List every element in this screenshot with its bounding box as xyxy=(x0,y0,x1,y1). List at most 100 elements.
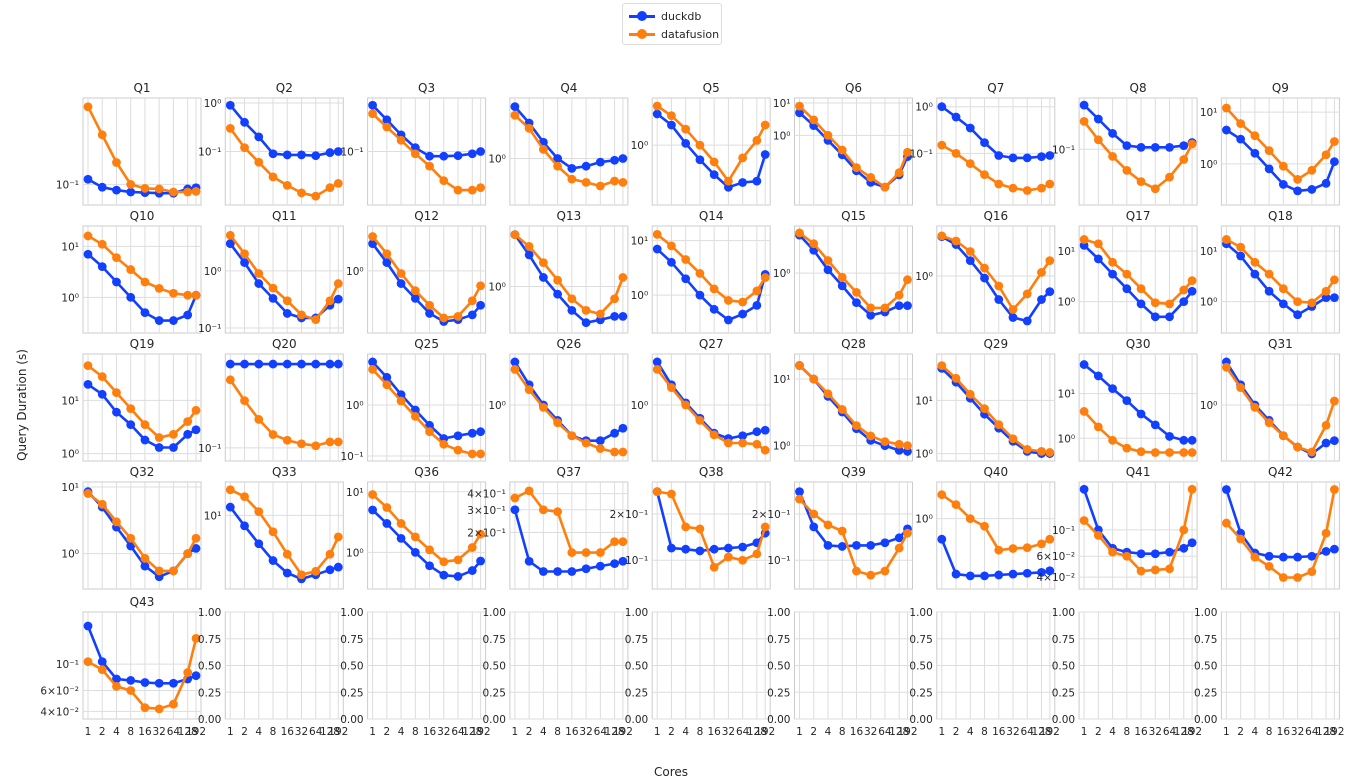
data-point-datafusion xyxy=(1307,567,1317,577)
y-tick-label: 1.00 xyxy=(909,607,932,619)
data-point-datafusion xyxy=(1045,448,1055,457)
data-point-datafusion xyxy=(1022,543,1032,553)
panel-title: Q18 xyxy=(1268,209,1293,223)
data-point-duckdb xyxy=(723,543,733,553)
data-point-duckdb xyxy=(425,151,434,161)
x-tick-label: 128 xyxy=(889,726,909,738)
data-point-duckdb xyxy=(1179,141,1189,150)
data-point-duckdb xyxy=(297,150,306,160)
data-point-datafusion xyxy=(333,178,343,188)
data-point-datafusion xyxy=(723,552,733,562)
data-point-duckdb xyxy=(1264,286,1274,296)
data-point-datafusion xyxy=(538,505,548,515)
panel-10: 10⁰ 10⁻¹ Q11 xyxy=(198,209,344,335)
y-tick-label: 10⁰ xyxy=(1200,400,1218,412)
data-point-duckdb xyxy=(1307,185,1317,194)
data-point-duckdb xyxy=(1187,286,1197,296)
data-point-duckdb xyxy=(695,290,705,300)
data-point-duckdb xyxy=(439,570,449,580)
data-point-datafusion xyxy=(709,284,719,294)
data-point-datafusion xyxy=(738,297,748,307)
y-tick-label: 10⁰ xyxy=(773,130,791,142)
data-point-datafusion xyxy=(311,315,321,325)
data-point-duckdb xyxy=(382,519,392,528)
data-point-duckdb xyxy=(567,567,577,576)
x-tick-label: 2 xyxy=(668,726,675,738)
data-point-datafusion xyxy=(1264,561,1274,571)
x-axis-title: Cores xyxy=(654,765,689,779)
x-tick-label: 16 xyxy=(1134,726,1148,738)
data-point-duckdb xyxy=(1236,251,1246,261)
x-tick-label: 192 xyxy=(186,726,206,738)
data-point-duckdb xyxy=(140,561,150,571)
data-point-datafusion xyxy=(823,520,833,530)
data-point-datafusion xyxy=(1264,418,1274,428)
data-point-datafusion xyxy=(1321,286,1331,296)
data-point-datafusion xyxy=(154,184,164,194)
data-point-duckdb xyxy=(282,359,292,369)
x-tick-label: 4 xyxy=(1109,726,1116,738)
data-point-datafusion xyxy=(410,532,420,542)
y-tick-label: 10¹ xyxy=(773,374,791,386)
data-point-datafusion xyxy=(382,122,392,132)
y-tick-label: 0.25 xyxy=(625,687,648,699)
data-point-datafusion xyxy=(524,486,534,496)
data-point-datafusion xyxy=(618,177,628,187)
x-tick-label: 4 xyxy=(682,726,689,738)
data-point-datafusion xyxy=(538,402,548,412)
panel-12: 10⁰ Q13 xyxy=(488,209,629,334)
data-point-datafusion xyxy=(297,570,306,580)
y-tick-label: 10⁰ xyxy=(61,449,79,461)
data-point-datafusion xyxy=(268,172,278,182)
y-tick-label: 10¹ xyxy=(61,241,79,253)
y-tick-label: 0.25 xyxy=(1194,687,1217,699)
data-point-datafusion xyxy=(610,176,619,186)
data-point-duckdb xyxy=(652,109,662,119)
data-point-datafusion xyxy=(510,230,520,240)
panel-title: Q27 xyxy=(699,337,724,351)
data-point-duckdb xyxy=(667,120,676,130)
panel-title: Q31 xyxy=(1268,337,1293,351)
data-point-datafusion xyxy=(553,418,563,428)
data-point-duckdb xyxy=(524,556,534,566)
data-point-duckdb xyxy=(1278,180,1288,189)
panel-25: 10¹ 10⁰ Q30 xyxy=(1058,337,1198,462)
panel-title: Q33 xyxy=(272,465,297,479)
data-point-duckdb xyxy=(823,265,833,275)
data-point-datafusion xyxy=(126,533,136,543)
data-point-duckdb xyxy=(994,295,1004,304)
panel-4: 10⁰ Q5 xyxy=(631,81,771,206)
data-point-datafusion xyxy=(268,283,278,293)
panel-frame xyxy=(224,225,344,334)
y-tick-label: 10⁻¹ xyxy=(56,659,79,671)
data-point-datafusion xyxy=(510,365,520,374)
data-point-datafusion xyxy=(240,396,249,406)
data-point-datafusion xyxy=(382,503,392,512)
data-point-duckdb xyxy=(1278,299,1288,309)
data-point-duckdb xyxy=(903,301,912,310)
y-tick-label: 10⁻¹ xyxy=(1052,525,1075,537)
data-point-datafusion xyxy=(1079,516,1089,525)
data-point-datafusion xyxy=(439,313,449,323)
data-point-datafusion xyxy=(453,311,463,321)
data-point-duckdb xyxy=(425,309,434,318)
data-point-duckdb xyxy=(1264,164,1274,174)
data-point-datafusion xyxy=(510,493,520,503)
data-point-duckdb xyxy=(83,249,93,259)
data-point-duckdb xyxy=(268,149,278,159)
data-point-duckdb xyxy=(112,407,121,417)
panel-title: Q1 xyxy=(133,81,150,95)
data-point-datafusion xyxy=(97,130,107,140)
data-point-datafusion xyxy=(126,180,136,189)
y-tick-label: 0.00 xyxy=(625,714,648,726)
panel-frame xyxy=(509,353,629,462)
y-tick-label: 10⁻¹ xyxy=(340,451,363,463)
y-tick-label: 4×10⁻² xyxy=(1037,572,1076,584)
data-point-duckdb xyxy=(325,359,335,369)
data-point-datafusion xyxy=(254,507,264,517)
data-point-datafusion xyxy=(994,281,1004,291)
data-point-duckdb xyxy=(240,117,249,127)
data-point-duckdb xyxy=(191,543,201,553)
